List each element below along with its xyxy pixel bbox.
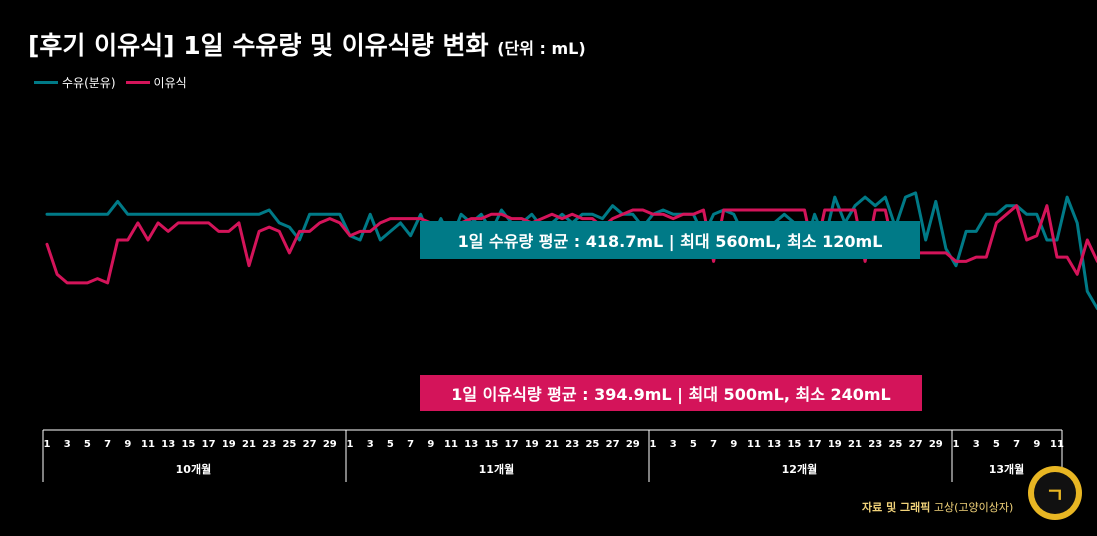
x-tick-label: 5 (84, 439, 91, 450)
legend-swatch-food (125, 81, 150, 84)
legend-label-milk: 수유(분유) (62, 76, 116, 90)
x-tick-label: 17 (808, 439, 822, 450)
x-tick-label: 25 (282, 439, 296, 450)
legend: 수유(분유) 이유식 (34, 74, 187, 91)
chart-unit: (단위 : mL) (497, 39, 586, 58)
x-tick-label: 29 (323, 439, 337, 450)
month-label: 11개월 (479, 462, 515, 476)
page-title: [후기 이유식] 1일 수유량 및 이유식량 변화 (단위 : mL) (28, 26, 586, 62)
x-tick-label: 21 (545, 439, 559, 450)
x-tick-label: 27 (606, 439, 620, 450)
cat-logo-icon: ㄱ (1028, 466, 1082, 520)
month-label: 13개월 (989, 462, 1025, 476)
series-line-food (45, 204, 1097, 285)
legend-label-food: 이유식 (153, 76, 187, 90)
x-tick-label: 7 (1013, 439, 1020, 450)
x-tick-label: 1 (953, 439, 960, 450)
x-tick-label: 1 (44, 439, 51, 450)
x-tick-label: 19 (525, 439, 539, 450)
x-tick-label: 9 (427, 439, 434, 450)
x-tick-label: 13 (464, 439, 478, 450)
x-tick-label: 21 (848, 439, 862, 450)
x-tick-label: 5 (387, 439, 394, 450)
credit-label: 자료 및 그래픽 (862, 501, 931, 514)
x-tick-label: 13 (161, 439, 175, 450)
milk-summary-box: 1일 수유량 평균 : 418.7mL | 최대 560mL, 최소 120mL (420, 221, 920, 259)
x-tick-label: 7 (104, 439, 111, 450)
x-tick-label: 11 (747, 439, 761, 450)
x-tick-label: 3 (973, 439, 980, 450)
x-tick-label: 5 (993, 439, 1000, 450)
x-tick-label: 17 (505, 439, 519, 450)
x-tick-label: 21 (242, 439, 256, 450)
x-tick-label: 17 (202, 439, 216, 450)
x-tick-label: 9 (1033, 439, 1040, 450)
food-summary-text: 1일 이유식량 평균 : 394.9mL | 최대 500mL, 최소 240m… (451, 385, 891, 404)
x-tick-label: 7 (710, 439, 717, 450)
credit-source: 고상(고양이상자) (933, 501, 1014, 514)
x-tick-label: 3 (367, 439, 374, 450)
x-tick-label: 25 (585, 439, 599, 450)
x-tick-label: 19 (828, 439, 842, 450)
month-label: 10개월 (176, 462, 212, 476)
x-tick-label: 11 (444, 439, 458, 450)
legend-item-milk: 수유(분유) (34, 74, 116, 91)
x-tick-label: 27 (303, 439, 317, 450)
x-tick-label: 13 (767, 439, 781, 450)
x-tick-label: 5 (690, 439, 697, 450)
milk-summary-text: 1일 수유량 평균 : 418.7mL | 최대 560mL, 최소 120mL (457, 232, 883, 251)
x-tick-label: 15 (484, 439, 498, 450)
x-tick-label: 15 (787, 439, 801, 450)
x-tick-label: 23 (868, 439, 882, 450)
legend-swatch-milk (34, 81, 58, 84)
x-tick-label: 1 (650, 439, 657, 450)
x-tick-label: 1 (347, 439, 354, 450)
x-tick-label: 9 (124, 439, 131, 450)
x-tick-label: 7 (407, 439, 414, 450)
x-tick-label: 19 (222, 439, 236, 450)
x-tick-label: 23 (262, 439, 276, 450)
food-summary-box: 1일 이유식량 평균 : 394.9mL | 최대 500mL, 최소 240m… (420, 375, 922, 411)
chart-title: [후기 이유식] 1일 수유량 및 이유식량 변화 (28, 31, 489, 60)
x-tick-label: 29 (626, 439, 640, 450)
x-tick-label: 27 (909, 439, 923, 450)
x-tick-label: 29 (929, 439, 943, 450)
credit: 자료 및 그래픽 고상(고양이상자) (862, 499, 1013, 515)
logo-glyph: ㄱ (1034, 472, 1076, 514)
x-tick-label: 9 (730, 439, 737, 450)
x-tick-label: 11 (141, 439, 155, 450)
month-label: 12개월 (782, 462, 818, 476)
x-tick-label: 3 (64, 439, 71, 450)
x-tick-label: 3 (670, 439, 677, 450)
x-tick-label: 15 (181, 439, 195, 450)
x-tick-label: 11 (1050, 439, 1064, 450)
series-layer (45, 191, 1097, 311)
series-line-milk (45, 191, 1097, 311)
x-tick-label: 25 (888, 439, 902, 450)
x-tick-label: 23 (565, 439, 579, 450)
legend-item-food: 이유식 (125, 74, 187, 91)
